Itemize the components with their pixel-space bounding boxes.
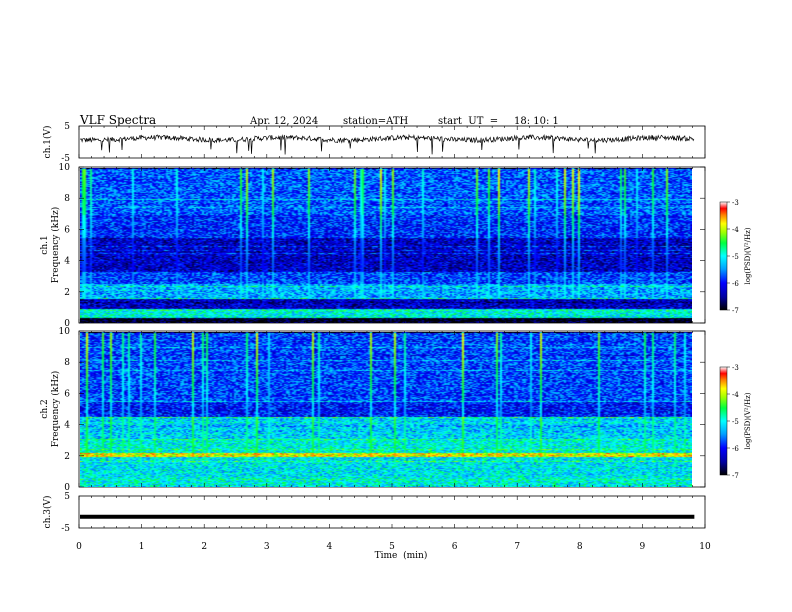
ch2-freq-ylabel: Frequency (kHz) [50, 371, 61, 448]
ch3-ylabel: ch.3(V) [42, 496, 53, 529]
y-tick-label: 0 [64, 319, 70, 329]
colorbar-tick-label: -4 [732, 226, 739, 234]
ch1-waveform-panel: 5 -5 ch.1(V) [42, 122, 706, 164]
ch3-ytick-top: 5 [64, 492, 70, 502]
ch2-spectrogram-panel: 0 2 4 6 8 10 ch.2 Frequency (kHz) [40, 327, 706, 493]
ch2-spectrogram-image [80, 332, 692, 487]
x-tick-label: 4 [327, 542, 333, 552]
x-tick-label: 7 [514, 542, 520, 552]
ch2-colorbar: -3 -4 -5 -6 -7 log(PSD)(V²/Hz) [719, 364, 752, 480]
colorbar-tick-label: -4 [732, 391, 739, 399]
ch1-ytick-top: 5 [64, 122, 70, 132]
ch1-ytick-bottom: -5 [61, 154, 70, 164]
ch1-channel-label: ch.1 [40, 235, 50, 254]
y-tick-label: 2 [64, 288, 70, 298]
colorbar-tick-label: -7 [732, 472, 739, 480]
figure-title: VLF Spectra [79, 113, 156, 127]
x-tick-label: 1 [139, 542, 145, 552]
ch1-spectrogram-image [80, 168, 692, 323]
start-time-label: start UT = 18: 10: 1 [438, 116, 559, 127]
x-tick-label: 8 [577, 542, 583, 552]
y-tick-label: 4 [64, 421, 70, 431]
x-tick-label: 9 [640, 542, 646, 552]
date-label: Apr. 12, 2024 [249, 116, 318, 127]
ch1-ylabel: ch.1(V) [42, 126, 53, 159]
colorbar-tick-label: -3 [732, 364, 739, 372]
colorbar-tick-label: -6 [732, 445, 739, 453]
y-tick-label: 6 [64, 389, 70, 399]
x-tick-label: 0 [76, 542, 82, 552]
ch1-colorbar-label: log(PSD)(V²/Hz) [744, 227, 752, 284]
ch3-waveform-panel: 5 -5 ch.3(V) [42, 492, 706, 534]
ch1-spectrogram-panel: 0 2 4 6 8 10 ch.1 Frequency (kHz) [40, 163, 706, 329]
ch1-waveform-line [79, 133, 695, 155]
station-label: station=ATH [343, 116, 409, 127]
x-tick-label: 6 [452, 542, 458, 552]
y-tick-label: 10 [59, 163, 71, 173]
ch3-ytick-bottom: -5 [61, 524, 70, 534]
x-axis-label: Time (min) [375, 550, 428, 561]
x-axis-tick-labels: 0 1 2 3 4 5 6 7 8 9 10 [76, 542, 711, 552]
y-tick-label: 4 [64, 257, 70, 267]
ch2-channel-label: ch.2 [40, 399, 50, 418]
y-tick-label: 8 [64, 358, 70, 368]
colorbar-tick-label: -5 [732, 418, 739, 426]
y-tick-label: 10 [59, 327, 71, 337]
y-tick-label: 6 [64, 225, 70, 235]
ch1-freq-ylabel: Frequency (kHz) [50, 207, 61, 284]
ch1-colorbar: -3 -4 -5 -6 -7 log(PSD)(V²/Hz) [719, 199, 752, 315]
x-tick-label: 3 [264, 542, 270, 552]
x-tick-label: 5 [389, 542, 395, 552]
ch2-colorbar-label: log(PSD)(V²/Hz) [744, 392, 752, 449]
colorbar-tick-label: -5 [732, 253, 739, 261]
x-tick-label: 2 [201, 542, 207, 552]
y-tick-label: 0 [64, 483, 70, 493]
colorbar-tick-label: -6 [732, 280, 739, 288]
y-tick-label: 2 [64, 452, 70, 462]
y-tick-label: 8 [64, 194, 70, 204]
colorbar-tick-label: -7 [732, 307, 739, 315]
x-axis-ticks [78, 126, 706, 528]
x-tick-label: 10 [699, 542, 711, 552]
colorbar-tick-label: -3 [732, 199, 739, 207]
